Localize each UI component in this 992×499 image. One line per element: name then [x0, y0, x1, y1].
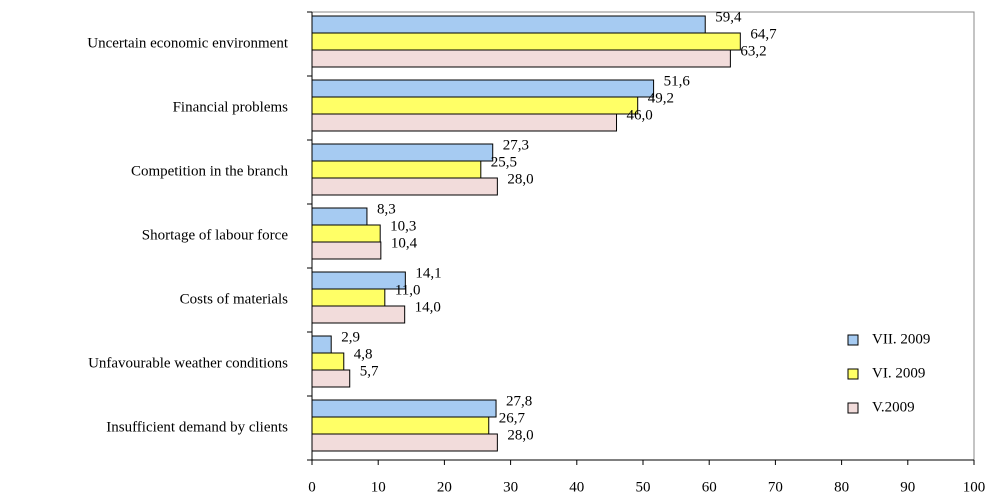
legend-label: V.2009 [872, 399, 915, 415]
bar [311, 224, 381, 243]
x-tick-label: 50 [636, 479, 651, 495]
value-label: 4,8 [354, 346, 373, 362]
value-label: 46,0 [627, 107, 653, 123]
bar [311, 369, 351, 388]
bar [311, 416, 490, 435]
bar [311, 79, 655, 98]
bar [311, 271, 406, 290]
value-label: 27,8 [506, 393, 532, 409]
value-label: 14,0 [415, 299, 441, 315]
y-tick-label: Costs of materials [180, 291, 288, 307]
y-tick-label: Financial problems [173, 99, 289, 115]
bar [311, 305, 406, 324]
bar [311, 32, 741, 51]
value-label: 11,0 [395, 282, 421, 298]
x-tick-label: 20 [437, 479, 452, 495]
y-tick-label: Insufficient demand by clients [106, 419, 288, 435]
value-label: 10,4 [391, 235, 418, 251]
legend-swatch [847, 402, 859, 414]
bar [311, 399, 497, 418]
bar [311, 433, 498, 452]
x-tick-label: 10 [371, 479, 386, 495]
x-tick-label: 90 [900, 479, 915, 495]
x-tick-label: 60 [702, 479, 717, 495]
bar [311, 113, 618, 132]
legend-swatch [847, 368, 859, 380]
x-tick-label: 100 [963, 479, 986, 495]
bar [311, 96, 639, 115]
value-label: 59,4 [715, 9, 742, 25]
bar [311, 352, 345, 371]
bar [311, 207, 368, 226]
bar [311, 143, 494, 162]
bar [311, 335, 332, 354]
x-tick-label: 0 [308, 479, 316, 495]
value-label: 51,6 [664, 73, 691, 89]
bar [311, 177, 498, 196]
y-tick-label: Shortage of labour force [142, 227, 289, 243]
value-label: 49,2 [648, 90, 674, 106]
bar [311, 160, 482, 179]
value-label: 5,7 [360, 363, 379, 379]
value-label: 28,0 [507, 171, 533, 187]
x-tick-label: 40 [569, 479, 584, 495]
value-label: 27,3 [503, 137, 529, 153]
value-label: 2,9 [341, 329, 360, 345]
value-label: 63,2 [740, 43, 766, 59]
x-tick-label: 70 [768, 479, 783, 495]
value-label: 8,3 [377, 201, 396, 217]
value-label: 10,3 [390, 218, 416, 234]
x-tick-label: 30 [503, 479, 518, 495]
bar [311, 49, 731, 68]
x-tick-label: 80 [834, 479, 849, 495]
value-label: 26,7 [499, 410, 526, 426]
value-label: 28,0 [507, 427, 533, 443]
legend-swatch [847, 334, 859, 346]
y-tick-label: Unfavourable weather conditions [88, 355, 288, 371]
value-label: 64,7 [750, 26, 777, 42]
legend-label: VII. 2009 [872, 331, 930, 347]
legend-label: VI. 2009 [872, 365, 925, 381]
bar [311, 15, 706, 34]
bar [311, 241, 382, 260]
bar [311, 288, 386, 307]
value-label: 25,5 [491, 154, 517, 170]
y-tick-label: Competition in the branch [131, 163, 289, 179]
value-label: 14,1 [415, 265, 441, 281]
y-tick-label: Uncertain economic environment [87, 35, 289, 51]
